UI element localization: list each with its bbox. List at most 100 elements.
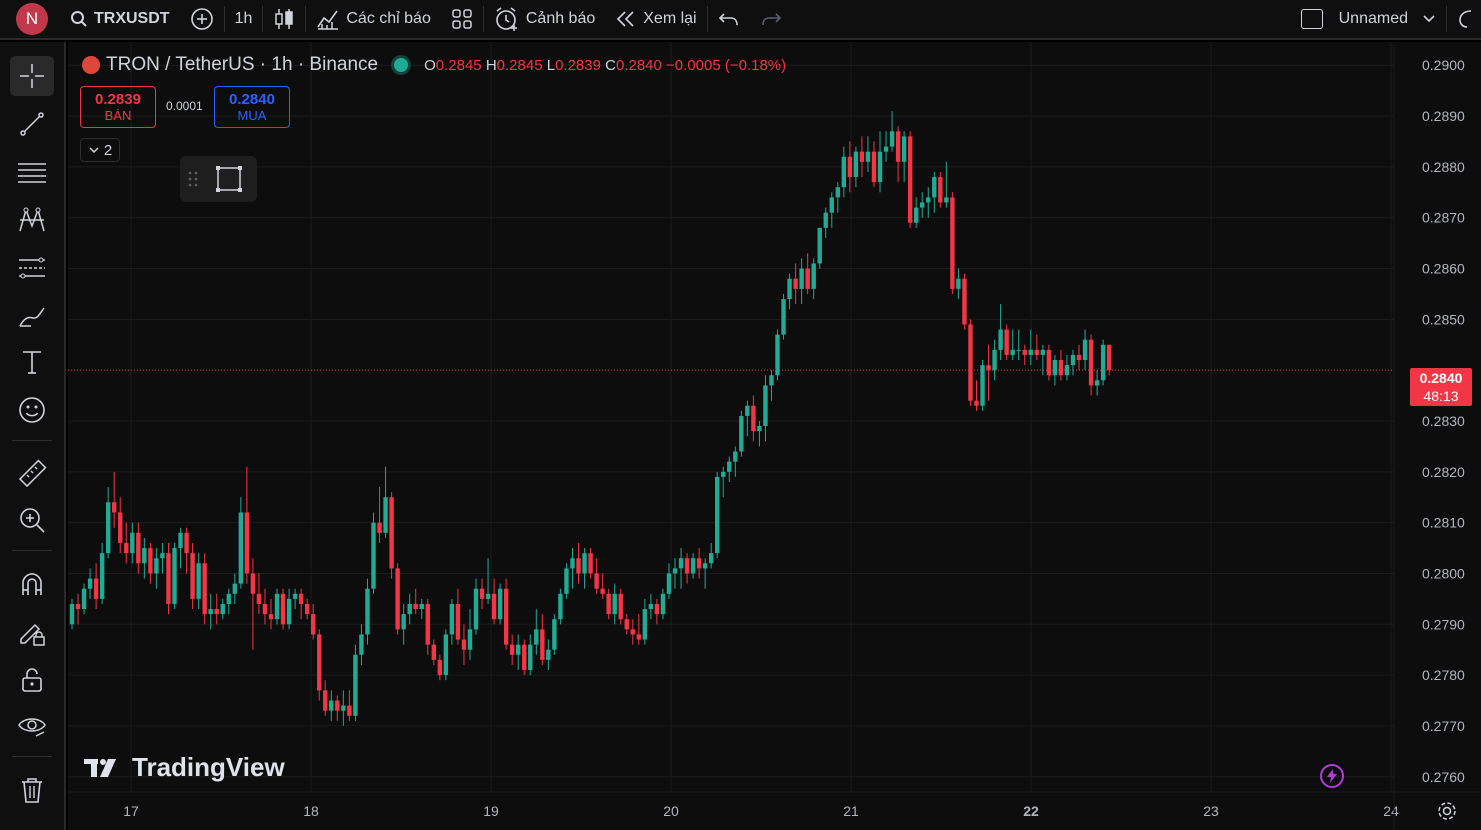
user-avatar[interactable]: N [16,3,48,35]
text-icon [23,351,41,374]
legend-collapse-button[interactable]: 2 [80,138,120,162]
candle-body [81,588,87,610]
candle-body [383,497,388,533]
chart-pane[interactable]: 0.2900 0.2890 0.2880 0.2870 0.2860 0.2850 0.28… [68,42,1481,830]
candle-body [690,558,696,574]
candle-body [347,705,352,716]
replay-button[interactable]: Xem lại [605,0,706,39]
candle-body [799,268,804,289]
candle-body [130,532,135,554]
candle-body [793,278,798,289]
candle-body [938,177,943,203]
candle-body [636,634,642,640]
candlestick-chart[interactable]: 0.2900 0.2890 0.2880 0.2870 0.2860 0.2850 0.28… [68,42,1481,830]
indicators-label: Các chỉ báo [346,10,431,27]
horizontal-lines-tool[interactable] [10,152,54,192]
hide-drawings-tool[interactable] [10,706,54,746]
low-value: 0.2839 [555,56,601,74]
text-tool[interactable] [10,342,54,382]
candle-body [522,644,527,671]
open-key: O [424,56,436,74]
legend-title[interactable]: TRON / TetherUS · 1h · Binance [106,54,379,75]
tradingview-logo-text: TradingView [132,752,285,782]
interval-button[interactable]: 1h [225,0,263,39]
candle-body [87,578,93,589]
candle-body [75,603,81,610]
redo-icon [761,13,781,26]
layouts-button[interactable] [441,0,483,39]
undo-button[interactable] [708,0,750,39]
candle-body [311,614,316,635]
compare-symbol-button[interactable] [180,0,224,39]
add-circle-icon [190,8,213,30]
candle-body [968,324,973,401]
sell-button[interactable]: 0.2839 BÁN [80,86,156,128]
pitchfork-tool[interactable] [10,200,54,240]
candle-body [407,603,412,615]
replay-label: Xem lại [643,10,697,27]
candle-body [178,532,183,549]
y-tick-label: 0.2780 [1422,667,1465,683]
candle-body [473,588,479,630]
buy-button[interactable]: 0.2840 MUA [214,86,290,128]
lightning-button[interactable] [1320,764,1344,788]
candle-body [1034,349,1039,355]
redo-button[interactable] [750,0,792,39]
candle-body [467,629,473,650]
lock-tool[interactable] [10,660,54,700]
chart-settings-button[interactable] [1436,800,1458,827]
candle-body [516,644,521,655]
crosshair-tool[interactable] [10,56,54,96]
y-tick-label: 0.2870 [1422,210,1465,226]
rectangle-select-icon[interactable] [214,164,244,194]
chart-type-button[interactable] [263,0,305,39]
candle-body [1082,339,1088,361]
ruler-tool[interactable] [10,454,54,494]
interval-label: 1h [234,10,253,27]
candle-body [317,634,322,691]
candle-body [371,522,376,589]
candle-body [461,639,467,650]
chart-background [68,42,1481,830]
y-tick-label: 0.2880 [1422,159,1465,175]
candle-body [1004,329,1009,355]
candle-body [992,349,997,371]
candle-body [136,532,141,564]
layout-name: Unnamed [1338,10,1408,27]
candle-body [721,471,726,477]
alarm-clock-icon [496,7,517,31]
cloud-save-button[interactable] [1447,0,1481,39]
candle-body [727,461,732,472]
candle-body [365,588,370,635]
series-legend: TRON / TetherUS · 1h · Binance O0.2845 H… [82,54,786,76]
brush-tool[interactable] [10,296,54,336]
lock-drawings-tool[interactable] [10,612,54,652]
crosshair-icon [20,64,44,88]
symbol-search-button[interactable]: TRXUSDT [60,0,180,39]
candle-body [558,593,563,620]
candle-body [859,151,865,162]
candle-body [142,548,147,564]
magnet-tool[interactable] [10,564,54,604]
candle-body [907,136,913,223]
x-tick-label: 21 [843,803,859,819]
fib-retracement-tool[interactable] [10,248,54,288]
candle-body [262,603,268,615]
delete-drawings-tool[interactable] [10,770,54,810]
alerts-button[interactable]: Cảnh báo [484,0,605,39]
layout-select[interactable]: Unnamed [1291,0,1446,39]
candle-body [256,593,262,604]
candle-body [920,202,925,208]
candle-body [630,629,635,635]
trend-line-tool[interactable] [10,104,54,144]
candle-body [395,568,400,630]
candle-body [672,568,678,574]
y-tick-label: 0.2800 [1422,565,1465,581]
tradingview-logo[interactable]: TradingView [84,752,285,783]
zoom-in-tool[interactable] [10,500,54,540]
candle-body [1016,349,1021,351]
indicators-button[interactable]: Các chỉ báo [306,0,441,39]
candle-body [696,558,702,569]
emoji-tool[interactable] [10,390,54,430]
drag-handle-icon[interactable] [188,170,198,188]
